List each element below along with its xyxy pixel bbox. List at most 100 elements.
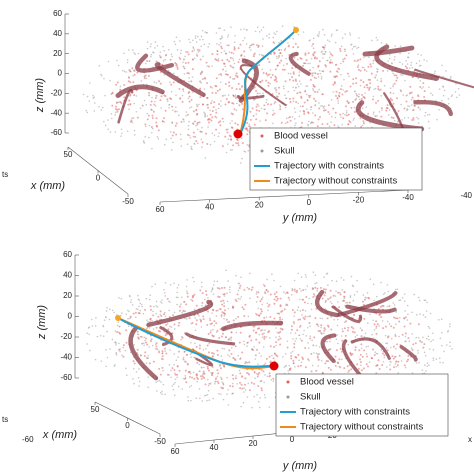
- legend-swatch: [260, 134, 264, 138]
- vessel-point: [238, 341, 241, 344]
- vessel-point: [230, 138, 233, 141]
- vessel-point: [173, 323, 176, 326]
- vessel-point: [340, 350, 343, 353]
- vessel-point: [225, 97, 228, 100]
- skull-point: [148, 298, 151, 301]
- vessel-point: [278, 316, 281, 319]
- skull-point: [167, 69, 170, 72]
- vessel-point: [262, 72, 265, 75]
- vessel-point: [238, 88, 241, 91]
- skull-point: [384, 334, 387, 337]
- skull-point: [212, 293, 215, 295]
- skull-point: [383, 356, 386, 359]
- skull-point: [251, 406, 253, 409]
- skull-point: [357, 96, 359, 98]
- vessel-point: [329, 289, 332, 292]
- vessel-point: [136, 330, 139, 333]
- skull-point: [198, 344, 201, 346]
- vessel-point: [246, 133, 249, 136]
- vessel-point: [257, 384, 260, 387]
- legend-label: Trajectory with constraints: [300, 407, 410, 418]
- vessel-point: [356, 363, 359, 366]
- skull-point: [426, 114, 429, 116]
- skull-point: [164, 350, 166, 352]
- skull-point: [148, 346, 150, 348]
- skull-point: [380, 281, 382, 284]
- vessel-point: [164, 54, 167, 57]
- vessel-point: [241, 387, 244, 390]
- skull-point: [157, 137, 160, 140]
- vessel-point: [293, 311, 296, 314]
- skull-point: [404, 79, 406, 82]
- vessel-point: [347, 113, 350, 116]
- vessel-point: [330, 328, 333, 331]
- skull-point: [237, 297, 240, 300]
- skull-point: [131, 121, 134, 124]
- skull-point: [226, 321, 229, 323]
- skull-point: [427, 335, 430, 338]
- skull-point: [265, 336, 268, 338]
- vessel-point: [286, 304, 289, 307]
- skull-point: [211, 87, 214, 89]
- skull-point: [179, 52, 182, 55]
- skull-point: [261, 336, 264, 338]
- skull-point: [372, 319, 374, 322]
- vessel-point: [234, 122, 237, 125]
- skull-point: [298, 334, 301, 336]
- vessel-point: [363, 317, 366, 320]
- skull-point: [171, 55, 173, 58]
- vessel-point: [172, 131, 175, 134]
- vessel-point: [269, 316, 272, 319]
- skull-point: [292, 100, 295, 103]
- vessel-point: [314, 316, 317, 319]
- skull-point: [279, 285, 282, 288]
- skull-point: [360, 347, 363, 350]
- vessel-point: [184, 377, 187, 380]
- vessel-point: [144, 351, 147, 354]
- vessel-point: [372, 98, 375, 101]
- skull-point: [341, 358, 343, 361]
- vessel-point: [283, 68, 286, 71]
- skull-point: [191, 76, 194, 78]
- skull-point: [245, 43, 248, 45]
- skull-point: [188, 77, 190, 79]
- skull-point: [388, 109, 391, 111]
- skull-point: [151, 344, 154, 347]
- vessel-point: [345, 320, 348, 323]
- skull-point: [191, 148, 193, 151]
- vessel-point: [122, 355, 125, 358]
- vessel-point: [216, 287, 219, 290]
- vessel-point: [256, 327, 259, 330]
- vessel-point: [268, 330, 271, 333]
- vessel-point: [267, 84, 270, 87]
- vessel-point: [291, 289, 294, 292]
- skull-point: [204, 157, 207, 159]
- vessel-point: [158, 367, 161, 370]
- skull-point: [386, 70, 389, 72]
- vessel-point: [140, 335, 143, 338]
- vessel-point: [279, 327, 282, 330]
- skull-point: [273, 87, 276, 90]
- legend-label: Trajectory without constraints: [300, 422, 423, 433]
- vessel-point: [161, 63, 164, 66]
- skull-point: [262, 92, 264, 95]
- skull-point: [247, 149, 250, 152]
- skull-point: [457, 87, 460, 90]
- vessel-point: [299, 318, 302, 321]
- skull-point: [211, 312, 213, 314]
- skull-point: [123, 70, 126, 73]
- vessel-point: [279, 108, 282, 111]
- skull-point: [206, 65, 208, 67]
- vessel-point: [302, 109, 305, 112]
- skull-point: [278, 104, 281, 106]
- vessel-point: [315, 57, 318, 60]
- vessel-point: [322, 46, 325, 49]
- vessel-point: [229, 56, 232, 59]
- skull-point: [227, 404, 230, 406]
- legend-label: Trajectory without constraints: [274, 176, 397, 187]
- vessel-point: [284, 80, 287, 83]
- vessel-point: [146, 118, 149, 121]
- skull-point: [334, 116, 337, 119]
- skull-point: [88, 333, 90, 336]
- vessel-point: [349, 121, 352, 124]
